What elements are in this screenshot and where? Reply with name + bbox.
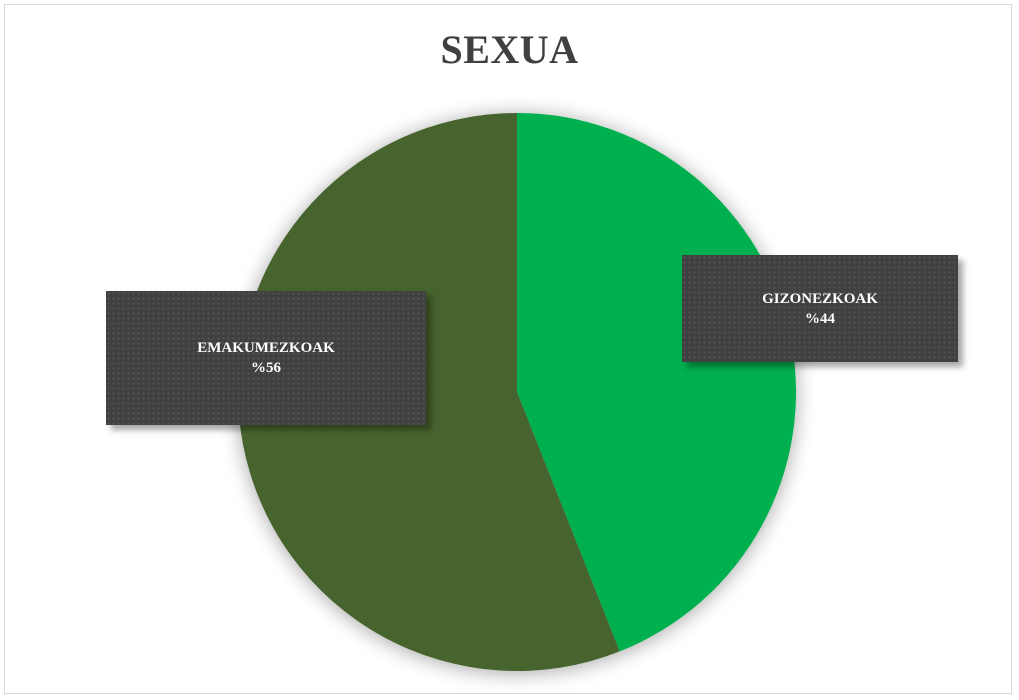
data-label-gizonezkoak: GIZONEZKOAK %44 — [682, 255, 958, 362]
chart-title: SEXUA — [440, 27, 579, 72]
data-label-value: %56 — [251, 360, 281, 376]
data-label-value: %44 — [805, 310, 835, 327]
data-label-emakumezkoak: EMAKUMEZKOAK %56 — [106, 291, 426, 425]
pie-slice-emakumezkoak — [238, 113, 620, 671]
data-label-name: GIZONEZKOAK — [762, 290, 878, 307]
data-label-name: EMAKUMEZKOAK — [197, 340, 335, 356]
pie-slice-gizonezkoak — [517, 113, 797, 652]
